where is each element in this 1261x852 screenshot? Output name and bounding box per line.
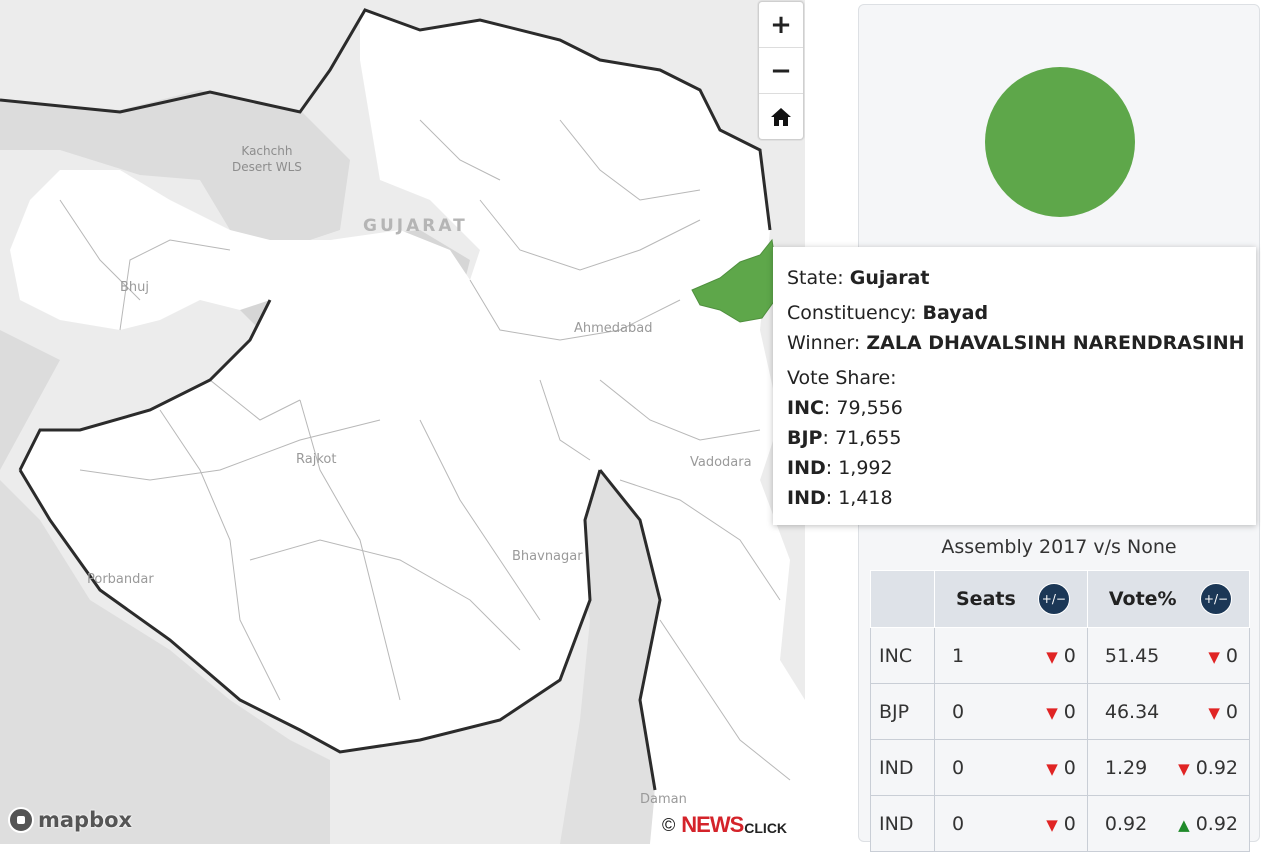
results-panel: Assembly 2017 v/s None Seats +/− Vote% +… — [858, 4, 1260, 852]
table-row: IND 0 ▼ 0 1.29 ▼ 0.92 — [870, 739, 1251, 796]
party-cell: BJP — [870, 683, 935, 740]
seats-change-toggle[interactable]: +/− — [1037, 583, 1070, 615]
state-label: GUJARAT — [363, 216, 468, 236]
vote-header: Vote% +/− — [1086, 570, 1251, 628]
map-controls: + − — [758, 1, 804, 140]
brand-news: NEWS — [681, 812, 744, 837]
bhuj-label: Bhuj — [120, 280, 150, 295]
kachchh-label: Kachchh Desert WLS — [232, 144, 302, 174]
ahmedabad-label: Ahmedabad — [574, 321, 653, 336]
down-arrow-icon: ▼ — [1046, 647, 1058, 666]
constituency-tooltip: State: Gujarat Constituency: Bayad Winne… — [773, 247, 1256, 525]
mapbox-logo[interactable]: mapbox — [8, 807, 132, 833]
attribution[interactable]: © NEWS CLICK — [656, 806, 805, 844]
map-view[interactable]: Kachchh Desert WLS GUJARAT Bhuj Ahmedaba… — [0, 0, 805, 844]
mapbox-icon — [8, 807, 34, 833]
bhavnagar-label: Bhavnagar — [512, 549, 583, 564]
table-row: IND 0 ▼ 0 0.92 ▲ 0.92 — [870, 795, 1251, 852]
table-row: INC 1 ▼ 0 51.45 ▼ 0 — [870, 627, 1251, 684]
down-arrow-icon: ▼ — [1046, 815, 1058, 834]
zoom-in-button[interactable]: + — [770, 9, 792, 40]
porbandar-label: Porbandar — [87, 572, 154, 587]
home-button[interactable] — [759, 93, 803, 139]
seats-header: Seats +/− — [934, 570, 1088, 628]
tooltip-vote-row: IND: 1,992 — [787, 457, 893, 479]
table-row: BJP 0 ▼ 0 46.34 ▼ 0 — [870, 683, 1251, 740]
copyright-symbol: © — [662, 814, 676, 835]
tooltip-vote-row: INC: 79,556 — [787, 397, 903, 419]
home-icon — [771, 107, 791, 126]
vote-cell: 51.45 ▼ 0 — [1086, 627, 1251, 684]
seats-cell: 0 ▼ 0 — [934, 739, 1088, 796]
rajkot-label: Rajkot — [296, 452, 337, 467]
party-cell: IND — [870, 739, 935, 796]
map-base-layer — [0, 8, 805, 844]
tooltip-state: State: Gujarat — [787, 267, 930, 289]
party-cell: INC — [870, 627, 935, 684]
up-arrow-icon: ▲ — [1178, 815, 1190, 834]
vote-cell: 46.34 ▼ 0 — [1086, 683, 1251, 740]
vote-cell: 0.92 ▲ 0.92 — [1086, 795, 1251, 852]
tooltip-vote-row: BJP: 71,655 — [787, 427, 902, 449]
zoom-out-button[interactable]: − — [759, 47, 803, 93]
brand-click: CLICK — [744, 820, 788, 836]
vote-change-toggle[interactable]: +/− — [1200, 583, 1232, 615]
tooltip-vote-row: IND: 1,418 — [787, 487, 893, 509]
down-arrow-icon: ▼ — [1208, 647, 1220, 666]
daman-label: Daman — [640, 792, 687, 807]
comparison-title: Assembly 2017 v/s None — [941, 536, 1177, 558]
tooltip-vote-share-label: Vote Share: — [787, 367, 897, 389]
seats-cell: 0 ▼ 0 — [934, 683, 1088, 740]
down-arrow-icon: ▼ — [1208, 703, 1220, 722]
winner-party-circle — [985, 67, 1135, 217]
tooltip-constituency: Constituency: Bayad — [787, 302, 989, 324]
seats-cell: 1 ▼ 0 — [934, 627, 1088, 684]
down-arrow-icon: ▼ — [1178, 759, 1190, 778]
down-arrow-icon: ▼ — [1046, 759, 1058, 778]
down-arrow-icon: ▼ — [1046, 703, 1058, 722]
results-table: Seats +/− Vote% +/− INC 1 ▼ 0 51.45 ▼ 0 — [870, 570, 1251, 852]
vote-cell: 1.29 ▼ 0.92 — [1086, 739, 1251, 796]
seats-cell: 0 ▼ 0 — [934, 795, 1088, 852]
party-cell: IND — [870, 795, 935, 852]
vadodara-label: Vadodara — [690, 455, 752, 470]
tooltip-winner: Winner: ZALA DHAVALSINH NARENDRASINH — [787, 332, 1245, 354]
party-header — [870, 570, 935, 628]
